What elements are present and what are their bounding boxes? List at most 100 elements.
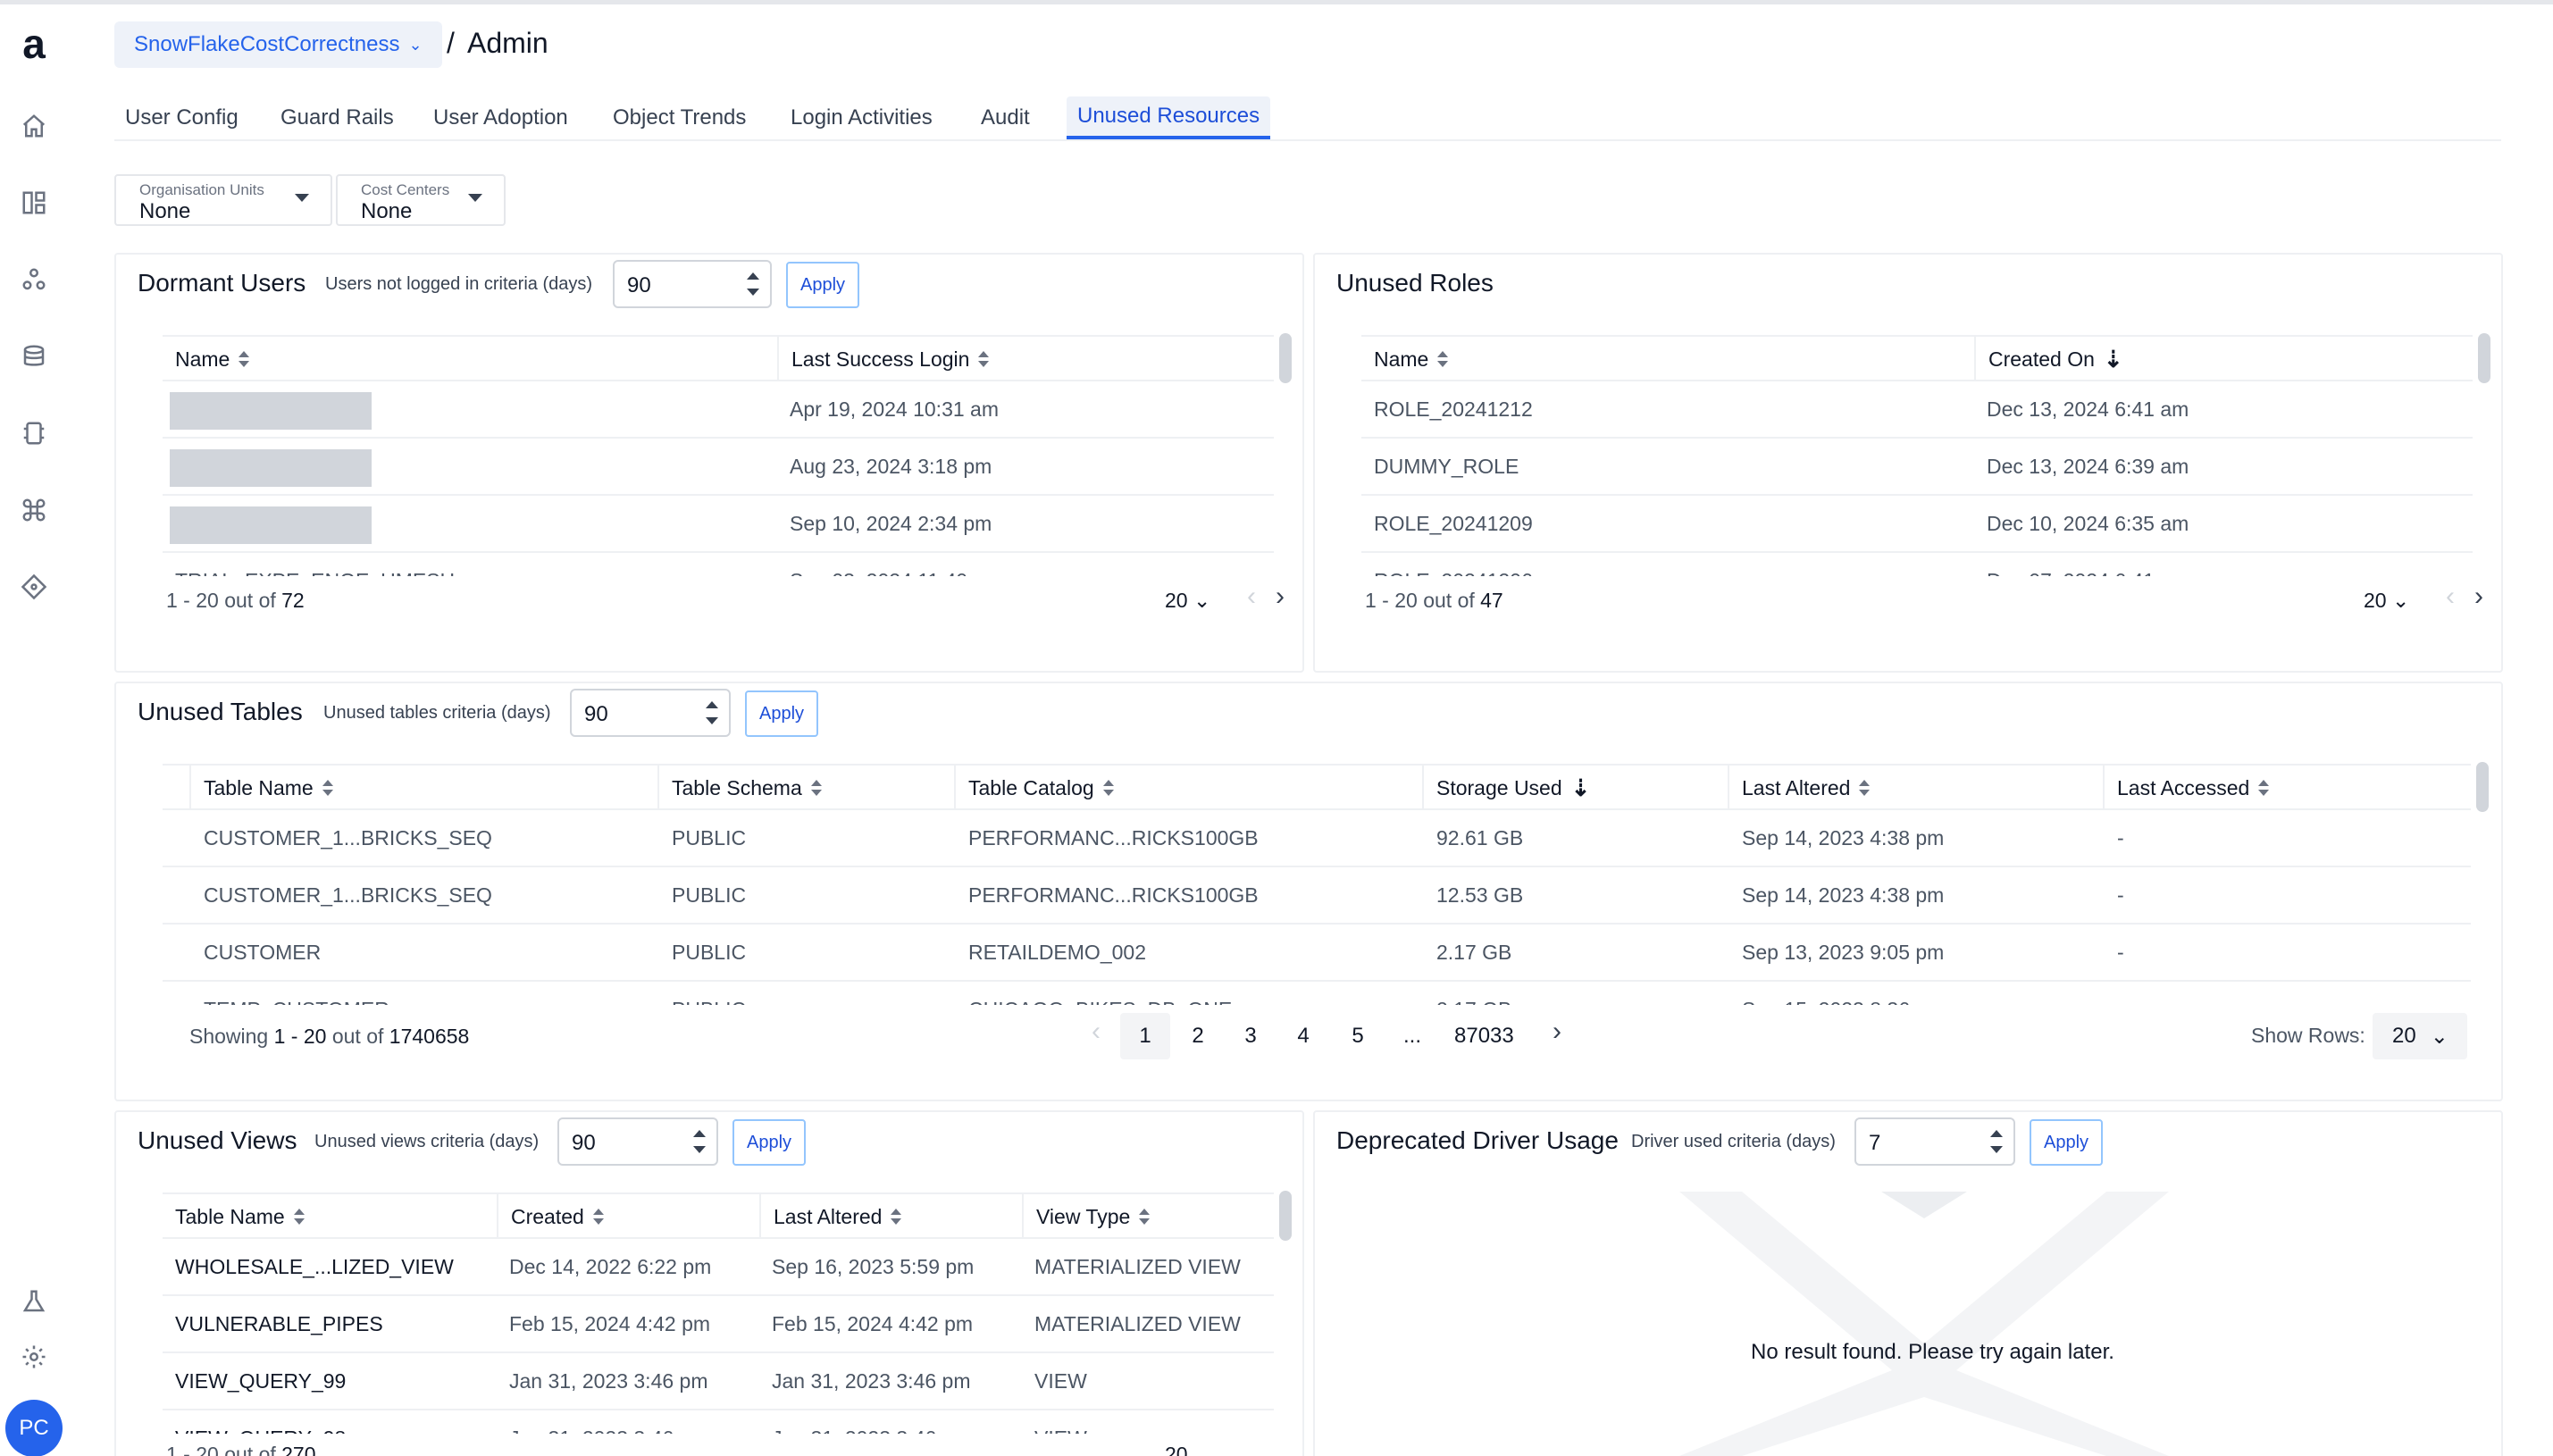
col-table-schema[interactable]: Table Schema [657,766,954,810]
table-row[interactable]: WHOLESALE_...LIZED_VIEW Dec 14, 2022 6:2… [163,1239,1274,1296]
col-view-type[interactable]: View Type [1022,1194,1274,1239]
next-page-icon[interactable]: › [2474,582,2483,611]
vertical-scrollbar[interactable] [1279,333,1292,383]
stepper-icon[interactable] [747,272,759,296]
page-4[interactable]: 4 [1297,1024,1310,1048]
col-created-on[interactable]: Created On ⇣ [1974,337,2473,381]
page-1[interactable]: 1 [1120,1013,1170,1059]
tables-apply-button[interactable]: Apply [745,690,819,737]
org-units-filter[interactable]: Organisation Units None [114,174,332,226]
prev-page-icon[interactable]: ‹ [1247,582,1256,611]
stepper-icon[interactable] [693,1130,706,1153]
vertical-scrollbar[interactable] [1279,1191,1292,1241]
col-created[interactable]: Created [497,1194,759,1239]
col-last-success-login[interactable]: Last Success Login [777,337,1274,381]
dormant-apply-button[interactable]: Apply [786,262,860,308]
next-page-icon[interactable]: › [1276,582,1285,611]
col-storage-used[interactable]: Storage Used ⇣ [1422,766,1728,810]
sort-icon[interactable] [592,1209,604,1225]
table-row[interactable]: TRIAL_EXPE_ENGE_UMESH Sep 03, 2024 11:40… [163,553,1274,577]
page-last[interactable]: 87033 [1454,1024,1514,1048]
table-row[interactable]: TEMP_CUSTOMER PUBLIC CHICAGO_BIKES_DB_ON… [163,982,2471,1006]
prev-page-icon[interactable]: ‹ [2446,582,2455,611]
sort-descending-icon[interactable]: ⇣ [2103,346,2123,372]
database-icon[interactable] [20,342,48,371]
page-size-select[interactable]: 20 ⌄ [2364,589,2409,613]
sort-icon[interactable] [891,1209,902,1225]
col-table-catalog[interactable]: Table Catalog [954,766,1422,810]
col-last-accessed[interactable]: Last Accessed [2103,766,2471,810]
stepper-icon[interactable] [706,701,718,724]
table-row[interactable]: VIEW_QUERY_99 Jan 31, 2023 3:46 pm Jan 3… [163,1353,1274,1410]
tab-unused-resources[interactable]: Unused Resources [1067,96,1271,139]
sort-icon[interactable] [1437,351,1449,367]
table-row[interactable]: CUSTOMER PUBLIC RETAILDEMO_002 2.17 GB S… [163,925,2471,982]
sort-icon[interactable] [810,780,822,796]
prev-page-icon[interactable]: ‹ [1092,1017,1101,1046]
sort-icon[interactable] [322,780,333,796]
sort-descending-icon[interactable]: ⇣ [1570,774,1591,801]
sort-icon[interactable] [978,351,990,367]
sort-icon[interactable] [293,1209,305,1225]
table-row[interactable]: ROLE_20241212 Dec 13, 2024 6:41 am [1361,381,2473,439]
views-apply-button[interactable]: Apply [732,1119,807,1166]
stepper-icon[interactable] [1990,1130,2003,1153]
next-page-icon[interactable]: › [1553,1017,1561,1046]
table-row[interactable]: VIEW_QUERY_98 Jan 31, 2023 3:46 pm Jan 3… [163,1410,1274,1435]
device-icon[interactable] [20,419,48,448]
table-row[interactable]: Aug 23, 2024 3:18 pm [163,439,1274,496]
sort-icon[interactable] [1139,1209,1151,1225]
sort-icon[interactable] [2258,780,2270,796]
command-icon[interactable] [20,496,48,524]
table-row[interactable]: ROLE_20241209 Dec 10, 2024 6:35 am [1361,496,2473,553]
views-criteria-input[interactable]: 90 [557,1117,718,1166]
tab-audit[interactable]: Audit [981,105,1030,130]
lab-flask-icon[interactable] [20,1287,48,1316]
col-last-altered[interactable]: Last Altered [759,1194,1022,1239]
page-size-select[interactable]: 20 ⌄ [1165,589,1210,613]
table-row[interactable]: Apr 19, 2024 10:31 am [163,381,1274,439]
tab-login-activities[interactable]: Login Activities [791,105,933,130]
col-last-altered[interactable]: Last Altered [1728,766,2103,810]
page-2[interactable]: 2 [1192,1024,1204,1048]
page-3[interactable]: 3 [1244,1024,1257,1048]
col-role-name[interactable]: Name [1361,337,1974,381]
tab-user-adoption[interactable]: User Adoption [433,105,568,130]
tab-user-config[interactable]: User Config [125,105,239,130]
vertical-scrollbar[interactable] [2478,333,2490,383]
home-icon[interactable] [20,112,48,140]
gear-icon[interactable] [20,1343,48,1371]
driver-apply-button[interactable]: Apply [2030,1119,2104,1166]
table-row[interactable]: CUSTOMER_1...BRICKS_SEQ PUBLIC PERFORMAN… [163,810,2471,867]
table-row[interactable]: CUSTOMER_1...BRICKS_SEQ PUBLIC PERFORMAN… [163,867,2471,925]
page-size-select[interactable]: 20 ⌄ [1165,1443,1210,1456]
dormant-criteria-input[interactable]: 90 [613,260,772,308]
table-row[interactable]: DUMMY_ROLE Dec 13, 2024 6:39 am [1361,439,2473,496]
view-name-cell: VULNERABLE_PIPES [175,1311,383,1335]
tag-icon[interactable] [20,573,48,601]
tables-criteria-input[interactable]: 90 [570,689,731,737]
avatar[interactable]: PC [5,1400,63,1456]
sort-icon[interactable] [239,351,250,367]
app-logo[interactable]: a [22,21,46,67]
table-row[interactable]: Sep 10, 2024 2:34 pm [163,496,1274,553]
cost-centers-filter[interactable]: Cost Centers None [336,174,506,226]
sort-icon[interactable] [1102,780,1114,796]
table-row[interactable]: VULNERABLE_PIPES Feb 15, 2024 4:42 pm Fe… [163,1296,1274,1353]
account-selector[interactable]: SnowFlakeCostCorrectness ⌄ [114,21,442,68]
tab-object-trends[interactable]: Object Trends [613,105,747,130]
sort-icon[interactable] [1859,780,1871,796]
show-rows-select[interactable]: 20 ⌄ [2373,1013,2467,1059]
dashboard-icon[interactable] [20,188,48,217]
col-view-name[interactable]: Table Name [163,1194,497,1239]
col-name[interactable]: Name [163,337,777,381]
vertical-scrollbar[interactable] [2476,762,2489,812]
cluster-icon[interactable] [20,265,48,294]
col-table-name[interactable]: Table Name [189,766,657,810]
range-text: 1 - 20 out of [166,1443,276,1456]
table-row[interactable]: ROLE_20241206 Dec 07, 2024 6:41 am [1361,553,2473,577]
page-5[interactable]: 5 [1352,1024,1364,1048]
driver-criteria-input[interactable]: 7 [1854,1117,2015,1166]
redacted-name [170,506,372,544]
tab-guard-rails[interactable]: Guard Rails [280,105,394,130]
